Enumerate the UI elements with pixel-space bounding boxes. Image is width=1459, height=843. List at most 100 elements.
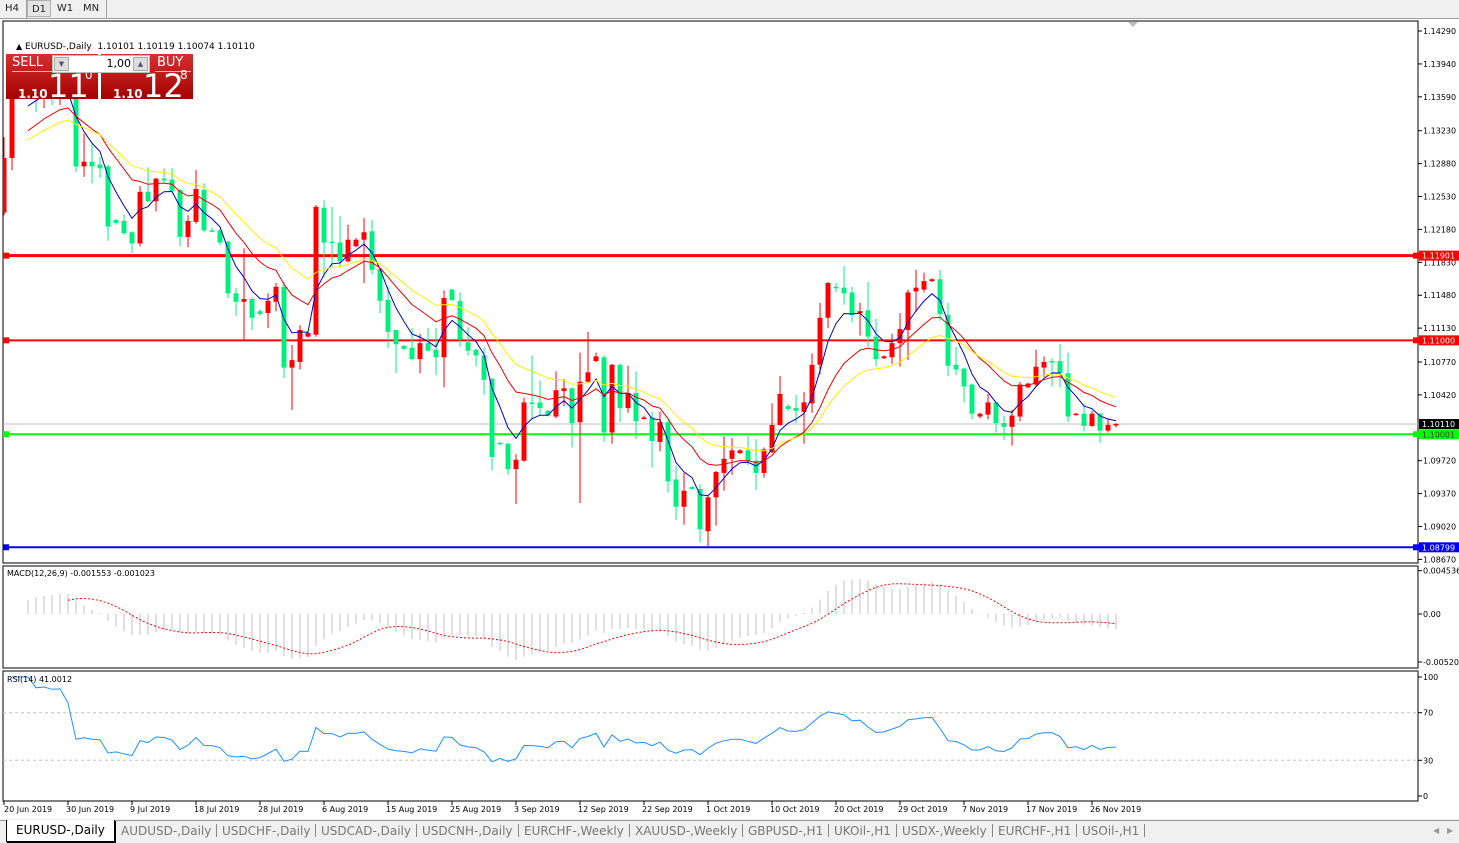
- candle-body: [937, 279, 943, 315]
- scroll-left-icon[interactable]: ◀: [1433, 826, 1440, 835]
- chart-tab[interactable]: XAUUSD-,Weekly: [635, 824, 738, 838]
- candle-body: [881, 356, 887, 359]
- candle: [993, 401, 999, 433]
- timeframe-mn-button[interactable]: MN: [82, 3, 100, 14]
- buy-label: BUY: [157, 55, 184, 70]
- candle-body: [465, 342, 471, 351]
- chevron-down-icon[interactable]: ▼: [54, 57, 69, 71]
- candle: [825, 282, 831, 329]
- chart-tab[interactable]: EURCHF-,H1: [998, 824, 1072, 838]
- tab-divider: [1144, 824, 1145, 837]
- candle: [257, 309, 263, 316]
- candle-body: [3, 157, 7, 213]
- chart-tab[interactable]: GBPUSD-,H1: [748, 824, 824, 838]
- candle: [633, 371, 639, 440]
- candle: [97, 157, 103, 178]
- timeframe-d1-button[interactable]: D1: [27, 0, 51, 17]
- date-tick-label: 30 Jun 2019: [66, 805, 114, 814]
- candle-body: [321, 207, 327, 243]
- candle: [1017, 381, 1023, 422]
- chart-tab[interactable]: UKOil-,H1: [834, 824, 891, 838]
- scroll-right-icon[interactable]: ▶: [1447, 826, 1454, 835]
- candle-body: [1017, 384, 1023, 417]
- candle: [721, 436, 727, 491]
- candle: [769, 403, 775, 454]
- candle-body: [849, 292, 855, 315]
- chart-tab[interactable]: USDX-,Weekly: [902, 824, 987, 838]
- divider: [12, 71, 88, 72]
- price-tick-label: 1.10770: [1423, 358, 1456, 367]
- candle-body: [289, 360, 295, 368]
- price-tick-label: 1.11480: [1423, 291, 1456, 300]
- candle-body: [361, 232, 367, 240]
- tab-divider: [896, 824, 897, 837]
- chart-tab[interactable]: USDCAD-,Daily: [321, 824, 411, 838]
- tab-divider: [216, 824, 217, 837]
- chart-tab[interactable]: EURCHF-,Weekly: [524, 824, 624, 838]
- candle: [185, 215, 191, 248]
- candle: [321, 200, 327, 278]
- chart-tab[interactable]: USDCNH-,Daily: [422, 824, 513, 838]
- candle-body: [241, 298, 247, 302]
- candle-body: [569, 388, 575, 424]
- candle-body: [481, 355, 487, 380]
- date-tick-label: 1 Oct 2019: [706, 805, 750, 814]
- candle: [1033, 349, 1039, 387]
- timeframe-w1-button[interactable]: W1: [56, 3, 74, 14]
- candle-body: [657, 422, 663, 442]
- macd-label: MACD(12,26,9) -0.001553 -0.001023: [7, 569, 155, 578]
- candle-body: [585, 372, 591, 382]
- macd-signal-line: [67, 583, 1117, 655]
- horizontal-line-label-bg: [1419, 429, 1459, 440]
- one-click-trading-panel: SELL 1.10 11 0 BUY 1.10 12 8 ▼ 1,00 ▲: [6, 54, 193, 105]
- candle: [161, 168, 167, 184]
- candle-body: [449, 289, 455, 300]
- candle-body: [865, 310, 871, 337]
- candle: [929, 278, 935, 283]
- price-tick-label: 1.12530: [1423, 193, 1456, 202]
- candle: [1009, 409, 1015, 446]
- macd-pane: [2, 565, 1419, 669]
- line-handle: [3, 544, 9, 551]
- candle-body: [1113, 424, 1119, 426]
- candle: [625, 365, 631, 413]
- rsi-line: [12, 676, 1117, 763]
- candle: [393, 330, 399, 374]
- candle: [81, 133, 87, 177]
- lot-size-stepper[interactable]: ▼ 1,00 ▲: [52, 55, 150, 73]
- candle-body: [953, 364, 959, 370]
- chart-tab[interactable]: USOil-,H1: [1082, 824, 1140, 838]
- chart-tab[interactable]: AUDUSD-,Daily: [121, 824, 212, 838]
- candle-body: [385, 299, 391, 332]
- candle-body: [625, 393, 631, 409]
- price-tick-label: 1.12880: [1423, 160, 1456, 169]
- line-handle: [3, 431, 9, 438]
- candle-body: [129, 232, 135, 244]
- candle: [241, 248, 247, 340]
- candle-body: [1057, 361, 1063, 374]
- chart-tab[interactable]: USDCHF-,Daily: [222, 824, 311, 838]
- date-tick-label: 22 Sep 2019: [642, 805, 693, 814]
- candle-body: [673, 479, 679, 507]
- chart-canvas[interactable]: 1.14290 1.13940 1.13590 1.13230 1.12880 1.125…: [0, 19, 1459, 819]
- ohlc-readout: 1.10101 1.10119 1.10074 1.10110: [97, 42, 255, 52]
- candle: [473, 348, 479, 367]
- candle-body: [1073, 413, 1079, 416]
- candle: [513, 454, 519, 504]
- candle-body: [121, 220, 127, 234]
- candle-body: [593, 356, 599, 362]
- candle: [369, 220, 375, 275]
- candle: [1089, 410, 1095, 427]
- price-tick-label: 1.09720: [1423, 457, 1456, 466]
- candle-body: [89, 161, 95, 167]
- rsi-tick-label: 100: [1423, 673, 1438, 682]
- candle-body: [1105, 424, 1111, 431]
- chart-tab[interactable]: EURUSD-,Daily: [6, 820, 115, 842]
- lot-size-input[interactable]: 1,00: [69, 56, 133, 72]
- chevron-up-icon[interactable]: ▲: [133, 57, 148, 71]
- timeframe-h4-button[interactable]: H4: [5, 3, 19, 14]
- candle-body: [721, 458, 727, 473]
- chart-window[interactable]: 1.14290 1.13940 1.13590 1.13230 1.12880 1.125…: [0, 19, 1459, 819]
- candle: [801, 392, 807, 444]
- candle: [1105, 418, 1111, 433]
